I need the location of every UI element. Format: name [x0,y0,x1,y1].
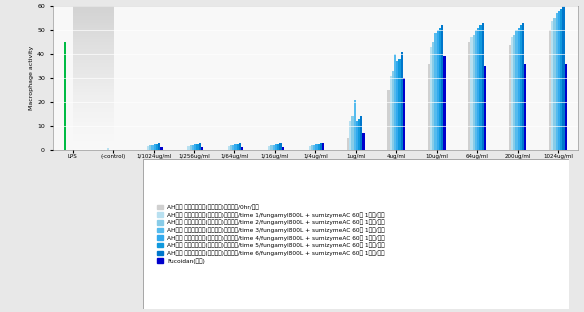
Bar [475,30,477,150]
Bar [515,30,517,150]
Bar [313,145,315,150]
Bar [158,143,161,150]
Bar [268,146,270,150]
Bar [151,145,154,150]
Bar [349,121,352,150]
Bar [437,30,439,150]
Bar [524,64,526,150]
Bar [471,37,472,150]
Bar [106,148,109,150]
Bar [237,144,239,150]
Bar [154,144,156,150]
Bar [235,144,237,150]
Bar [352,116,353,150]
Bar [270,145,273,150]
Bar [398,59,401,150]
Bar [401,52,403,150]
Bar [281,147,284,150]
Bar [356,121,358,150]
Bar [558,11,560,150]
Bar [156,144,158,150]
Bar [439,28,441,150]
Bar [390,76,392,150]
Bar [394,54,396,150]
Bar [443,56,446,150]
Bar [311,145,313,150]
Bar [64,42,66,150]
Bar [322,143,324,150]
Bar [549,30,551,150]
Bar [396,61,398,150]
Bar [160,147,162,150]
Bar [149,145,151,150]
Bar [513,35,515,150]
FancyBboxPatch shape [143,159,569,309]
Bar [275,144,277,150]
Bar [517,28,520,150]
Bar [387,90,390,150]
Bar [239,143,241,150]
Bar [432,42,434,150]
Bar [201,147,203,150]
Bar [360,116,363,150]
Bar [482,23,484,150]
Bar [403,78,405,150]
Bar [551,21,554,150]
Bar [522,23,524,150]
Bar [554,18,556,150]
Bar [190,145,192,150]
Bar [228,146,230,150]
Bar [472,35,475,150]
Bar [468,42,471,150]
Bar [427,64,430,150]
X-axis label: 고형분 농도: 고형분 농도 [305,162,326,167]
Bar [199,143,201,150]
Bar [187,146,190,150]
Bar [560,9,562,150]
Bar [309,146,311,150]
Bar [315,144,318,150]
Y-axis label: Macrophage activity: Macrophage activity [29,46,34,110]
Bar [320,143,322,150]
Bar [479,25,482,150]
Bar [562,6,565,150]
Bar [192,145,194,150]
Bar [441,25,443,150]
Bar [353,100,356,150]
Bar [277,144,279,150]
Bar [556,13,558,150]
Bar [363,133,364,150]
Bar [484,66,486,150]
Bar [434,32,437,150]
Bar [194,144,196,150]
Bar [230,145,232,150]
Bar [273,145,275,150]
Bar [358,119,360,150]
Bar [196,144,199,150]
Bar [392,71,394,150]
Bar [477,28,479,150]
Bar [565,64,567,150]
Bar [232,145,235,150]
Bar [147,146,149,150]
Bar [241,147,244,150]
Legend: AH농장 수수발아수수(표고균사)발효산물/0hr/액상, AH농장 수수발아수수(표고균사)발효산물/time 1/fungamyl800L + sumizy: AH농장 수수발아수수(표고균사)발효산물/0hr/액상, AH농장 수수발아수… [155,202,387,266]
Bar [279,143,281,150]
Bar [509,45,511,150]
Bar [430,47,432,150]
Bar [347,138,349,150]
Bar [520,25,522,150]
Bar [511,37,513,150]
Bar [318,144,320,150]
